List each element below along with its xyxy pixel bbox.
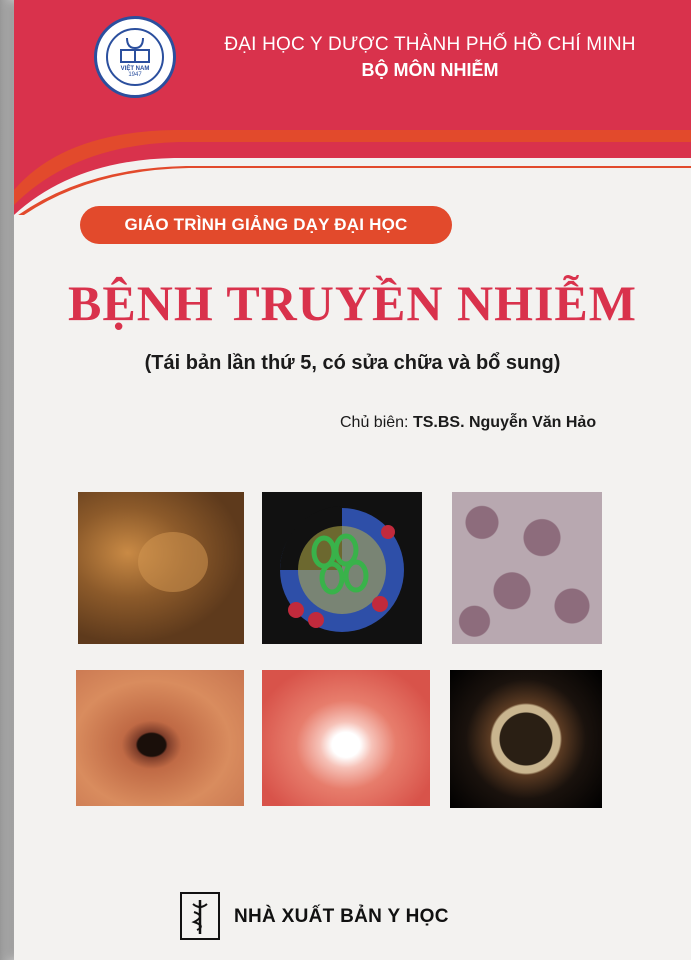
department-name: BỘ MÔN NHIỄM: [361, 60, 499, 80]
stethoscope-book-icon: [120, 37, 150, 63]
logo-country: VIỆT NAM: [120, 66, 150, 72]
photo-eschar: [76, 670, 244, 806]
book-cover: VIỆT NAM 1947 ĐẠI HỌC Y DƯỢC THÀNH PHỐ H…: [14, 0, 691, 960]
caduceus-icon: [180, 892, 220, 940]
photo-skin-pustule: [262, 670, 430, 806]
editor-label: Chủ biên:: [340, 414, 409, 431]
editor-name: TS.BS. Nguyễn Văn Hảo: [412, 414, 597, 431]
university-name: ĐẠI HỌC Y DƯỢC THÀNH PHỐ HỒ CHÍ MINH: [224, 34, 636, 55]
spine-edge: [0, 0, 14, 960]
book-title: BỆNH TRUYỀN NHIỄM: [68, 275, 637, 331]
header-curve: [14, 130, 691, 215]
university-logo: VIỆT NAM 1947: [94, 16, 176, 98]
editor-line: Chủ biên: TS.BS. Nguyễn Văn Hảo: [340, 414, 596, 432]
publisher-name: NHÀ XUẤT BẢN Y HỌC: [234, 906, 449, 927]
photo-virus-model: [262, 492, 422, 644]
logo-year: 1947: [128, 72, 142, 78]
photo-blood-smear: [452, 492, 602, 644]
photo-skin-lesion: [78, 492, 244, 644]
book-subtitle: (Tái bản lần thứ 5, có sửa chữa và bổ su…: [144, 352, 561, 374]
series-label: GIÁO TRÌNH GIẢNG DẠY ĐẠI HỌC: [80, 206, 452, 244]
photo-microscopy-cell: [450, 670, 602, 808]
